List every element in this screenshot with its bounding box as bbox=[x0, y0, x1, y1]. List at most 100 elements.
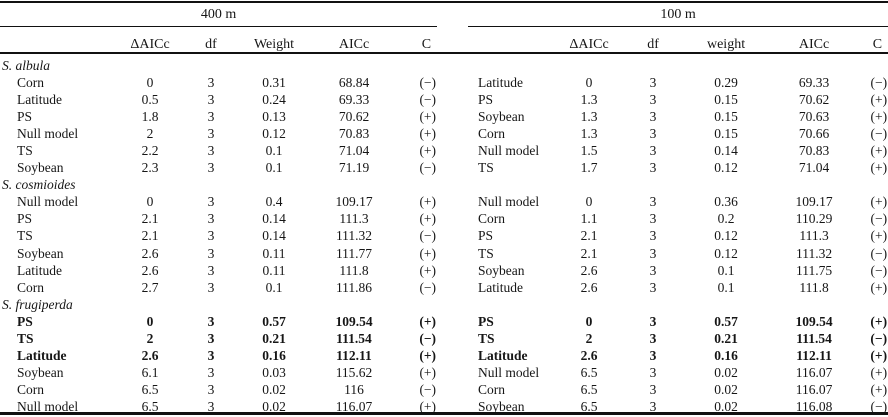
aicc-value: 68.84 bbox=[338, 75, 370, 91]
aicc-value: 116.07 bbox=[795, 364, 833, 380]
aicc-value: 70.83 bbox=[338, 126, 370, 142]
df-value: 3 bbox=[649, 143, 657, 159]
table-row: Latitude 2.6 3 0.16 112.11 (+) bbox=[468, 347, 888, 364]
aicc-value: 70.63 bbox=[798, 109, 830, 125]
delta-aicc-value: 2.2 bbox=[141, 143, 159, 159]
coefficient-sign: (+) bbox=[419, 347, 437, 363]
model-label: Corn bbox=[478, 381, 506, 397]
coefficient-sign: (+) bbox=[870, 381, 888, 397]
species-label bbox=[468, 296, 888, 313]
weight-value: 0.36 bbox=[714, 194, 738, 210]
table-row: Corn 1.1 3 0.2 110.29 (−) bbox=[468, 210, 888, 227]
col-header-delta-aicc: ΔAICc bbox=[130, 37, 170, 52]
model-label: Corn bbox=[17, 279, 44, 295]
aicc-value: 116.07 bbox=[335, 398, 373, 414]
coefficient-sign: (+) bbox=[870, 109, 888, 125]
table-row: Soybean 2.6 3 0.1 111.75 (−) bbox=[468, 262, 888, 279]
delta-aicc-value: 1.3 bbox=[580, 92, 598, 108]
delta-aicc-value: 2.6 bbox=[580, 279, 598, 295]
df-value: 3 bbox=[649, 262, 657, 278]
delta-aicc-value: 6.5 bbox=[580, 364, 598, 380]
aicc-value: 70.62 bbox=[798, 92, 830, 108]
df-value: 3 bbox=[649, 279, 657, 295]
model-label: PS bbox=[17, 109, 33, 125]
aicc-value: 71.19 bbox=[338, 160, 370, 176]
table-row: Soybean 2.3 3 0.1 71.19 (−) bbox=[0, 159, 437, 176]
coefficient-sign: (+) bbox=[419, 245, 437, 261]
col-header-weight: weight bbox=[706, 37, 746, 52]
coefficient-sign: (+) bbox=[870, 279, 888, 295]
table-row: Null model 1.5 3 0.14 70.83 (+) bbox=[468, 142, 888, 159]
model-label: Null model bbox=[17, 194, 79, 210]
species-label: S. cosmioides bbox=[2, 177, 76, 193]
coefficient-sign: (+) bbox=[870, 194, 888, 210]
df-value: 3 bbox=[207, 211, 215, 227]
aicc-value: 70.62 bbox=[338, 109, 370, 125]
species-label: S. albula bbox=[2, 58, 51, 74]
weight-value: 0.24 bbox=[262, 92, 286, 108]
col-header-delta-aicc: ΔAICc bbox=[569, 37, 609, 52]
model-label: TS bbox=[17, 330, 34, 346]
delta-aicc-value: 2.1 bbox=[580, 245, 598, 261]
table-body-100m: Latitude 0 3 0.29 69.33 (−) PS 1.3 3 0.15 70.62 (+)… bbox=[468, 57, 888, 415]
weight-value: 0.16 bbox=[262, 347, 286, 363]
model-label: Corn bbox=[17, 75, 44, 91]
model-label: PS bbox=[478, 228, 494, 244]
delta-aicc-value: 2.6 bbox=[580, 347, 598, 363]
weight-value: 0.15 bbox=[714, 126, 738, 142]
coefficient-sign: (+) bbox=[419, 143, 437, 159]
weight-value: 0.57 bbox=[262, 313, 286, 329]
table-row: PS 0 3 0.57 109.54 (+) bbox=[468, 313, 888, 330]
delta-aicc-value: 2.1 bbox=[580, 228, 598, 244]
df-value: 3 bbox=[207, 245, 215, 261]
coefficient-sign: (+) bbox=[870, 92, 888, 108]
aicc-value: 111.77 bbox=[335, 245, 373, 261]
coefficient-sign: (+) bbox=[419, 262, 437, 278]
df-value: 3 bbox=[207, 330, 215, 346]
delta-aicc-value: 2.3 bbox=[141, 160, 159, 176]
df-value: 3 bbox=[649, 245, 657, 261]
table-row: Latitude 2.6 3 0.1 111.8 (+) bbox=[468, 279, 888, 296]
aicc-value: 109.54 bbox=[795, 313, 833, 329]
model-label: PS bbox=[478, 92, 494, 108]
aicc-value: 110.29 bbox=[795, 211, 833, 227]
model-label: Null model bbox=[478, 364, 540, 380]
table-400m: 400 m ΔAICc df Weight AICc C S. albula Co… bbox=[0, 3, 438, 415]
weight-value: 0.02 bbox=[714, 398, 738, 414]
delta-aicc-value: 1.3 bbox=[580, 126, 598, 142]
table-row: Corn 6.5 3 0.02 116.07 (+) bbox=[468, 381, 888, 398]
weight-value: 0.31 bbox=[262, 75, 286, 91]
aicc-value: 116.07 bbox=[795, 381, 833, 397]
table-row: Soybean 1.3 3 0.15 70.63 (+) bbox=[468, 108, 888, 125]
weight-value: 0.12 bbox=[714, 228, 738, 244]
coefficient-sign: (+) bbox=[419, 126, 437, 142]
df-value: 3 bbox=[207, 347, 215, 363]
df-value: 3 bbox=[649, 109, 657, 125]
table-row: Soybean 2.6 3 0.11 111.77 (+) bbox=[0, 245, 437, 262]
table-panels: 400 m ΔAICc df Weight AICc C S. albula Co… bbox=[0, 3, 888, 415]
model-label: Soybean bbox=[17, 160, 64, 176]
delta-aicc-value: 0 bbox=[146, 313, 154, 329]
model-label: Corn bbox=[478, 211, 506, 227]
aicc-value: 116.08 bbox=[795, 398, 833, 414]
weight-value: 0.21 bbox=[714, 330, 738, 346]
delta-aicc-value: 2.6 bbox=[141, 347, 159, 363]
aicc-value: 109.17 bbox=[335, 194, 373, 210]
model-label: PS bbox=[17, 313, 33, 329]
weight-value: 0.15 bbox=[714, 92, 738, 108]
col-header-weight: Weight bbox=[253, 37, 295, 52]
weight-value: 0.13 bbox=[262, 109, 286, 125]
table-row: Null model 0 3 0.36 109.17 (+) bbox=[468, 193, 888, 210]
coefficient-sign: (+) bbox=[870, 347, 888, 363]
aicc-value: 112.11 bbox=[336, 347, 372, 363]
col-header-aicc: AICc bbox=[798, 37, 830, 52]
table-row: Corn 1.3 3 0.15 70.66 (−) bbox=[468, 125, 888, 142]
coefficient-sign: (−) bbox=[419, 160, 437, 176]
delta-aicc-value: 1.8 bbox=[141, 109, 159, 125]
top-rule bbox=[0, 1, 888, 3]
coefficient-sign: (−) bbox=[870, 245, 888, 261]
weight-value: 0.57 bbox=[714, 313, 738, 329]
df-value: 3 bbox=[649, 398, 657, 414]
delta-aicc-value: 1.1 bbox=[580, 211, 598, 227]
